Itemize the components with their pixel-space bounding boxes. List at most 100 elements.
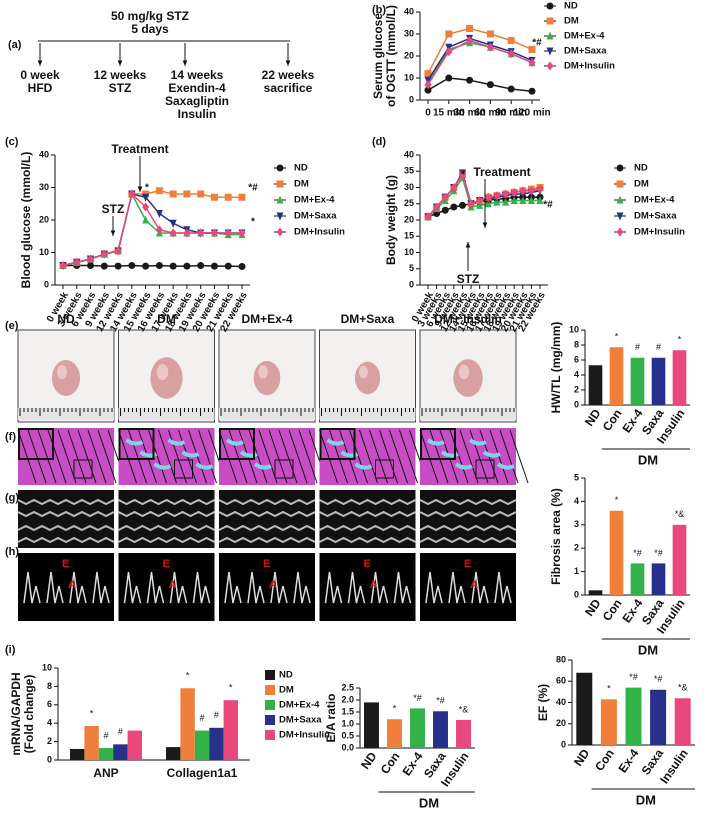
fibre xyxy=(268,429,288,484)
bar-annotation: * xyxy=(90,708,94,718)
arrow-head xyxy=(37,60,43,66)
panel-label: (i) xyxy=(5,644,16,656)
column-label: ND xyxy=(57,312,75,326)
point xyxy=(519,196,527,204)
arrow-head xyxy=(117,60,123,66)
point xyxy=(87,254,95,264)
legend-marker xyxy=(546,31,554,40)
fibre xyxy=(97,429,117,484)
panel-label: (c) xyxy=(5,136,19,148)
inset xyxy=(319,428,356,460)
m-mode-wave xyxy=(218,498,316,506)
bar-annotation: *& xyxy=(459,704,469,714)
point xyxy=(169,190,177,198)
fibre xyxy=(47,429,67,484)
series-line xyxy=(427,37,533,81)
timeline-event: Insulin xyxy=(178,107,217,121)
legend-label: ND xyxy=(564,1,578,12)
a-label: A xyxy=(68,579,76,591)
y-tick-label: 20 xyxy=(404,50,414,60)
fibre xyxy=(278,429,298,484)
legend-marker xyxy=(276,180,284,188)
annotation: * xyxy=(251,217,255,228)
heart-shine xyxy=(458,364,470,380)
doppler-wave xyxy=(293,571,311,604)
series-line xyxy=(427,42,533,83)
bar-annotation: * xyxy=(186,671,190,681)
y-axis-label: Fibrosis area (%) xyxy=(549,488,563,585)
bar xyxy=(576,672,593,745)
collagen xyxy=(468,438,487,446)
y-tick-label: 0 xyxy=(409,94,414,104)
m-mode-wave xyxy=(17,536,115,544)
a-label: A xyxy=(169,579,177,591)
point xyxy=(238,262,246,270)
y-tick-label: 0 xyxy=(574,589,579,599)
legend-label: DM+Insulin xyxy=(634,227,685,238)
bar-annotation: *& xyxy=(678,683,688,693)
y-tick-label: 2 xyxy=(574,543,579,553)
timeline-top: 50 mg/kg STZ xyxy=(111,9,189,23)
point xyxy=(142,215,150,224)
inset xyxy=(118,428,155,460)
point xyxy=(527,196,535,204)
fibre xyxy=(198,429,217,484)
e-label: E xyxy=(364,558,371,570)
point xyxy=(486,30,494,38)
series-line xyxy=(427,39,533,85)
bar-annotation: *# xyxy=(629,672,638,682)
collagen xyxy=(426,438,445,446)
y-axis-label: E/A ratio xyxy=(324,694,338,743)
legend-label: DM+Ex-4 xyxy=(279,700,320,711)
doppler-wave xyxy=(448,571,466,604)
y-tick-label: 40 xyxy=(39,149,49,159)
bar-annotation: * xyxy=(229,683,233,693)
point xyxy=(466,76,474,84)
y-tick-label: 6 xyxy=(574,354,579,364)
point xyxy=(445,74,453,82)
legend-marker xyxy=(276,195,284,204)
inset xyxy=(420,428,456,460)
panel-label: (b) xyxy=(372,4,386,16)
collagen xyxy=(239,450,258,458)
arrow-head xyxy=(110,230,116,236)
m-mode-wave xyxy=(118,510,215,518)
bar xyxy=(387,719,402,748)
doppler-wave xyxy=(23,571,41,604)
m-mode-wave xyxy=(419,536,517,544)
y-tick-label: 10 xyxy=(42,662,52,672)
fibre xyxy=(459,429,479,484)
panel-label: (e) xyxy=(5,320,19,332)
point xyxy=(528,87,536,95)
y-tick-label: 1.0 xyxy=(341,718,354,728)
doppler-wave xyxy=(425,571,443,604)
m-mode xyxy=(319,490,416,548)
point xyxy=(528,58,536,68)
ruler xyxy=(319,408,416,420)
point xyxy=(183,190,191,198)
collagen xyxy=(340,450,359,458)
doppler-wave xyxy=(123,571,142,604)
bar-annotation: * xyxy=(678,335,682,345)
x-tick-label: ND xyxy=(358,749,380,772)
y-tick-label: 0 xyxy=(409,279,414,289)
point xyxy=(114,262,122,270)
point xyxy=(224,262,232,270)
bar xyxy=(166,747,181,760)
m-mode-wave xyxy=(218,524,316,532)
point xyxy=(441,206,449,214)
histology xyxy=(420,428,516,485)
inset-source xyxy=(274,459,294,479)
point xyxy=(210,262,218,270)
m-mode xyxy=(118,490,215,548)
point xyxy=(536,196,544,204)
x-tick-label: 30 min xyxy=(454,108,486,119)
point xyxy=(445,30,453,38)
m-mode-wave xyxy=(319,498,416,506)
bar-annotation: *& xyxy=(675,509,685,519)
e-label: E xyxy=(263,558,270,570)
fibre xyxy=(499,429,519,484)
bar xyxy=(433,711,448,748)
doppler xyxy=(219,553,315,621)
x-tick-label: Collagen1a1 xyxy=(167,766,238,780)
